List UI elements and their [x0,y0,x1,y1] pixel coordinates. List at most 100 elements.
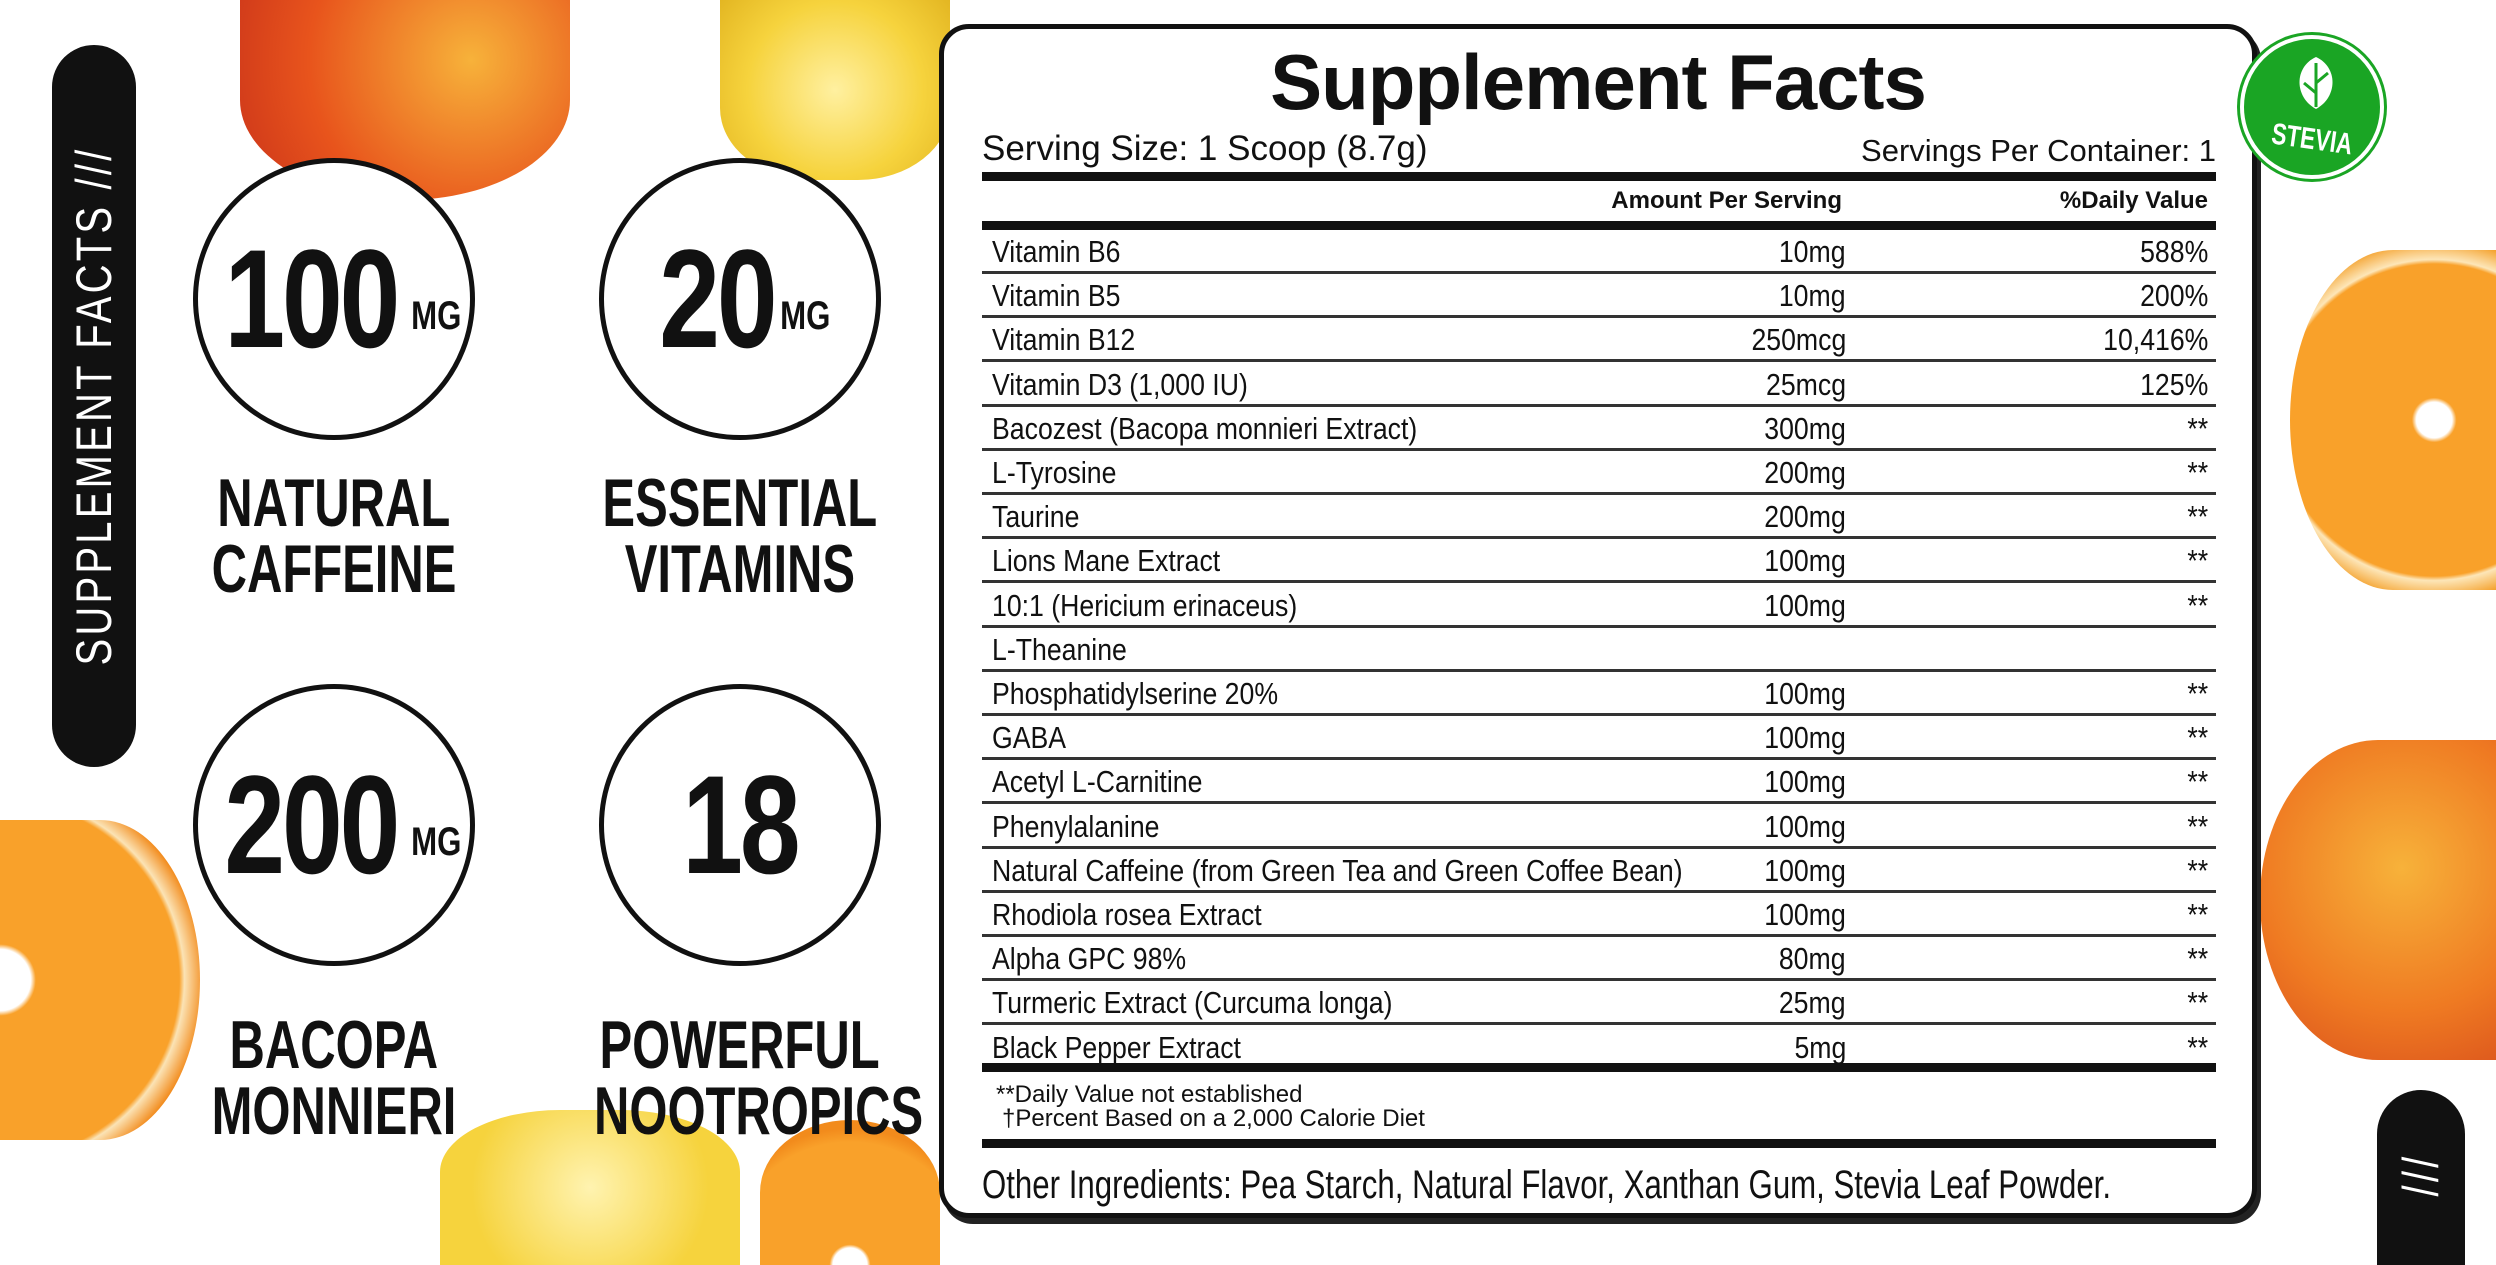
ingredient-name: Vitamin B6 [992,234,1121,269]
facts-title: Supplement Facts [1270,38,1927,126]
ingredient-name: GABA [992,720,1067,756]
ingredient-daily-value: ** [2187,941,2208,977]
servings-per-container: Servings Per Container: 1 [1861,133,2216,168]
table-row: Vitamin D3 (1,000 IU) 25mcg 125% [982,363,2216,407]
ingredient-amount: 100mg [1764,808,1846,844]
ingredient-daily-value: ** [2187,543,2208,579]
ingredient-amount: 100mg [1764,897,1846,932]
orange-image [2290,250,2496,590]
table-row: Vitamin B5 10mg 200% [982,274,2216,319]
column-header-dv: %Daily Value [2059,187,2208,214]
ingredient-daily-value: ** [2187,499,2208,535]
table-row: Natural Caffeine (from Green Tea and Gre… [982,849,2216,893]
serving-size: Serving Size: 1 Scoop (8.7g) [982,129,1428,168]
highlight-unit: MG [410,294,461,338]
highlight-unit: MG [779,294,830,338]
table-row: Rhodiola rosea Extract 100mg ** [982,893,2216,937]
ingredient-daily-value: 125% [2139,366,2208,402]
ingredient-name: L-Theanine [992,631,1127,667]
ingredient-daily-value: 200% [2139,278,2208,314]
highlight-value: 18 [682,746,800,903]
ingredient-daily-value: ** [2187,852,2208,888]
highlight-bacopa-circle: 200 MG [193,684,475,966]
ingredient-amount: 25mg [1779,985,1846,1021]
table-row: Bacozest (Bacopa monnieri Extract) 300mg *… [982,407,2216,451]
ingredient-amount: 300mg [1764,410,1846,446]
ingredient-name: Phosphatidylserine 20% [992,676,1279,711]
ingredient-name: Turmeric Extract (Curcuma longa) [992,985,1393,1021]
orange-slice-image [0,820,200,1140]
ingredient-name: Phenylalanine [992,808,1160,844]
side-label-pill: SUPPLEMENT FACTS /// [52,45,136,767]
ingredient-daily-value: ** [2187,897,2208,932]
corner-label-pill: /// [2377,1090,2465,1265]
ingredient-daily-value: ** [2187,587,2208,623]
table-row: Phosphatidylserine 20% 100mg ** [982,672,2216,716]
ingredient-name: L-Tyrosine [992,455,1117,490]
divider-thick [982,1063,2216,1072]
orange-slice-image [760,1120,940,1265]
stevia-leaf-icon [2299,57,2333,109]
ingredient-amount: 100mg [1764,676,1846,711]
ingredient-daily-value: ** [2187,410,2208,446]
ingredient-daily-value: ** [2187,985,2208,1021]
ingredient-amount: 100mg [1764,852,1846,888]
table-row: Turmeric Extract (Curcuma longa) 25mg ** [982,981,2216,1026]
ingredient-name: 10:1 (Hericium erinaceus) [992,587,1298,623]
highlight-value: 200 [224,746,400,903]
table-row: Vitamin B12 250mcg 10,416% [982,318,2216,363]
ingredient-amount: 25mcg [1765,366,1846,402]
ingredient-daily-value: ** [2187,1029,2208,1065]
highlight-value: 100 [224,220,400,377]
table-row: Alpha GPC 98% 80mg ** [982,937,2216,982]
table-row: GABA 100mg ** [982,716,2216,761]
highlight-vitamins-circle: 20 MG [599,158,881,440]
ingredient-daily-value: ** [2187,764,2208,800]
table-row: L-Theanine [982,628,2216,672]
ingredient-amount: 100mg [1764,720,1846,756]
ingredient-name: Acetyl L-Carnitine [992,764,1203,800]
divider-thick [982,172,2216,181]
pineapple-image [440,1110,740,1265]
corner-label: /// [2393,1153,2449,1197]
ingredient-daily-value: ** [2187,455,2208,490]
ingredient-daily-value: ** [2187,676,2208,711]
highlight-unit: MG [410,820,461,864]
ingredient-name: Rhodiola rosea Extract [992,897,1262,932]
ingredient-daily-value: ** [2187,720,2208,756]
table-row: Black Pepper Extract 5mg ** [982,1026,2216,1070]
ingredient-amount: 80mg [1779,941,1846,977]
highlight-caffeine-circle: 100 MG [193,158,475,440]
pineapple-image [720,0,950,180]
highlight-vitamins-label: ESSENTIAL VITAMINS [602,465,878,607]
highlight-caffeine-label: NATURAL CAFFEINE [211,465,457,607]
divider-thick [982,1139,2216,1148]
ingredient-amount: 100mg [1764,764,1846,800]
ingredient-amount: 250mcg [1751,322,1846,358]
highlight-bacopa-label: BACOPA MONNIERI [211,1007,457,1149]
ingredient-amount: 100mg [1764,543,1846,579]
other-ingredients: Other Ingredients: Pea Starch, Natural F… [982,1163,2112,1207]
table-row: L-Tyrosine 200mg ** [982,451,2216,495]
highlight-nootropics-label: POWERFUL NOOTROPICS [593,1007,924,1149]
ingredient-amount: 10mg [1779,234,1846,269]
ingredient-name: Natural Caffeine (from Green Tea and Gre… [992,852,1683,888]
ingredient-name: Taurine [992,499,1080,535]
ingredient-name: Black Pepper Extract [992,1029,1241,1065]
ingredient-daily-value: 10,416% [2102,322,2208,358]
stevia-label: STEVIA [2269,117,2355,162]
footnote-percent: †Percent Based on a 2,000 Calorie Diet [1002,1105,1425,1132]
ingredient-amount: 200mg [1764,455,1846,490]
mango-image [2260,740,2496,1060]
table-row: Phenylalanine 100mg ** [982,805,2216,849]
table-row: 10:1 (Hericium erinaceus) 100mg ** [982,584,2216,628]
divider-thick [982,221,2216,230]
highlight-value: 20 [659,220,777,377]
ingredient-daily-value: ** [2187,808,2208,844]
footnote-daily-value: **Daily Value not established [996,1081,1303,1108]
table-row: Acetyl L-Carnitine 100mg ** [982,760,2216,805]
side-label: SUPPLEMENT FACTS /// [66,146,122,666]
ingredient-name: Bacozest (Bacopa monnieri Extract) [992,410,1418,446]
ingredient-amount: 10mg [1779,278,1846,314]
ingredient-amount: 200mg [1764,499,1846,535]
